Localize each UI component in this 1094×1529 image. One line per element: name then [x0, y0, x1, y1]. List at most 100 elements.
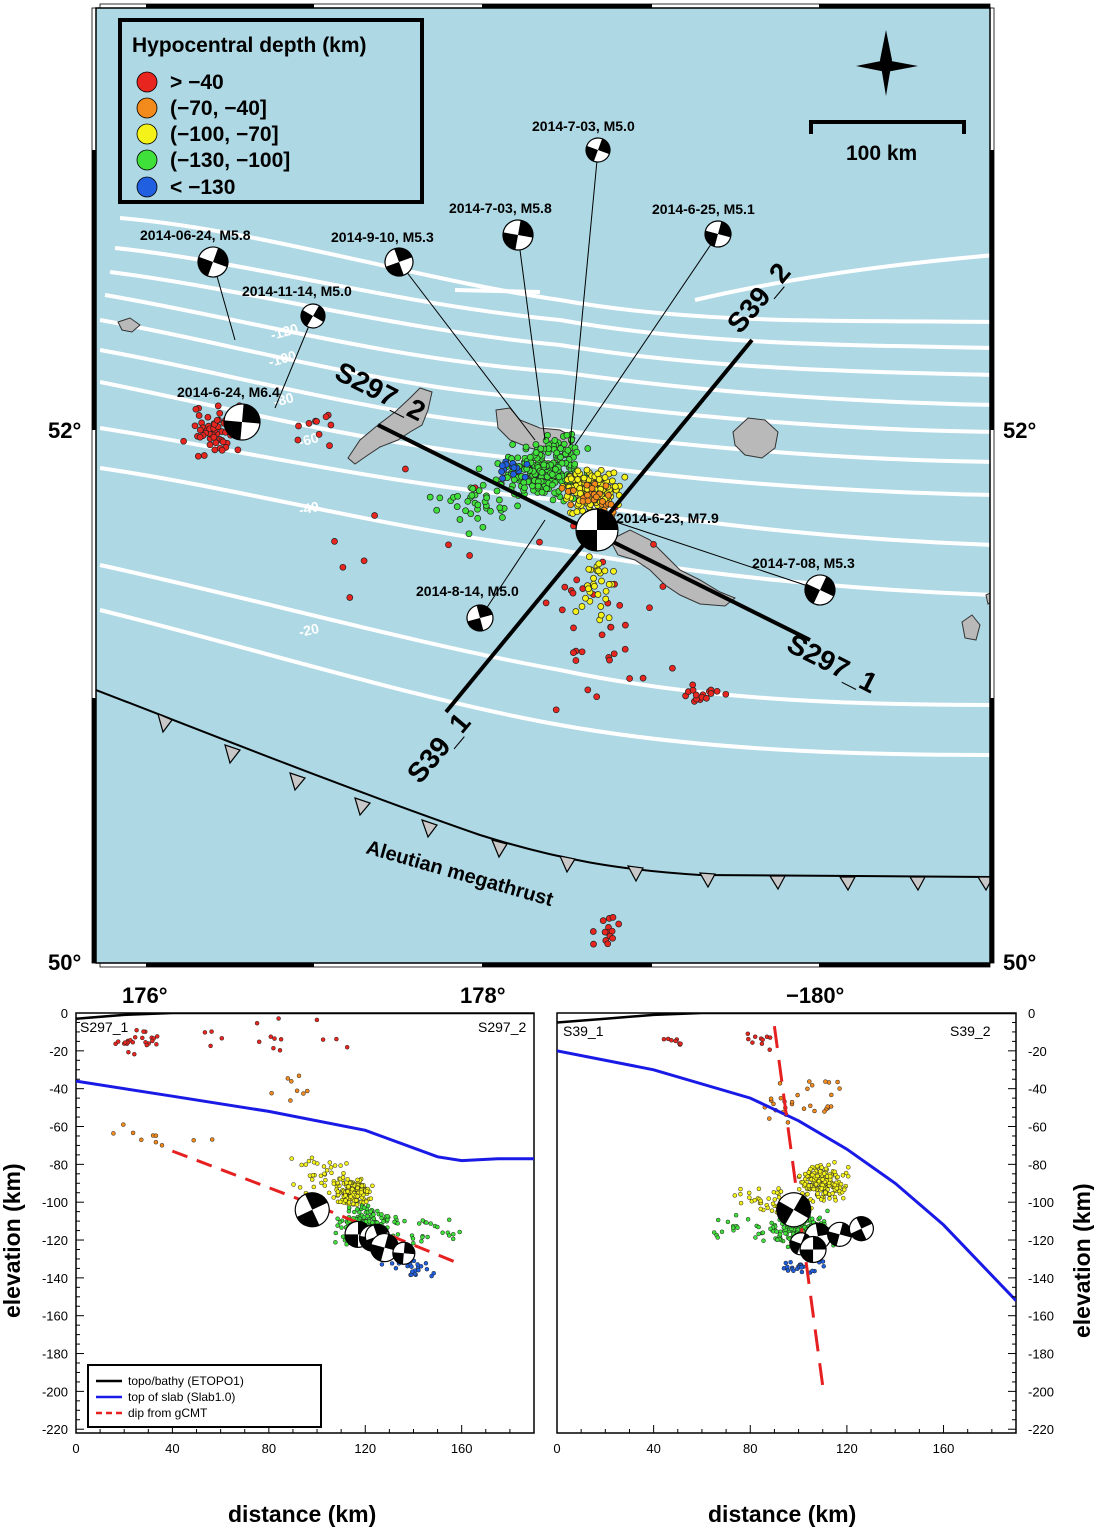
section-hypocenter-dot: [278, 1037, 284, 1042]
x-tick-label: 0: [553, 1441, 560, 1456]
hypocenter-dot: [646, 604, 653, 612]
y-tick-label: -40: [49, 1082, 68, 1097]
hypocenter-dot: [609, 934, 616, 942]
hypocenter-dot: [722, 690, 730, 698]
hypocenter-dot: [499, 514, 506, 521]
hypocenter-dot: [583, 481, 591, 489]
hypocenter-dot: [552, 465, 559, 473]
section-hypocenter-dot: [412, 1271, 418, 1277]
section-hypocenter-dot: [775, 1237, 780, 1243]
section-hypocenter-dot: [783, 1260, 789, 1266]
contour-label: -40: [297, 498, 320, 518]
section-hypocenter-dot: [776, 1194, 782, 1200]
section-hypocenter-dot: [352, 1209, 357, 1215]
y-tick-label: -140: [42, 1271, 68, 1286]
beachball-icon: [502, 219, 534, 251]
section-hypocenter-dot: [820, 1259, 826, 1264]
section-hypocenter-dot: [457, 1229, 462, 1235]
section-hypocenter-dot: [715, 1235, 720, 1240]
section-left-slab: [76, 1079, 534, 1163]
section-hypocenter-dot: [271, 1045, 276, 1051]
section-hypocenter-dot: [350, 1186, 355, 1192]
section-hypocenter-dot: [338, 1163, 343, 1168]
section-hypocenter-dot: [303, 1162, 309, 1167]
section-hypocenter-dot: [309, 1177, 315, 1182]
section-hypocenter-dot: [772, 1197, 778, 1202]
section-hypocenter-dot: [778, 1095, 784, 1101]
section-hypocenter-dot: [765, 1205, 771, 1211]
section-hypocenter-dot: [767, 1047, 772, 1052]
y-tick-label: -80: [49, 1157, 68, 1172]
section-hypocenter-dot: [379, 1212, 384, 1217]
section-hypocenter-dot: [364, 1189, 370, 1194]
depth-legend: Hypocentral depth (km) > −40 (−70, −40] …: [118, 18, 424, 204]
hypocenter-dot: [569, 589, 577, 597]
section-hypocenter-dot: [840, 1173, 846, 1178]
section-hypocenter-dot: [208, 1043, 213, 1049]
section-hypocenter-dot: [785, 1268, 791, 1273]
section-hypocenter-dot: [314, 1017, 320, 1023]
section-hypocenter-dot: [379, 1262, 385, 1267]
hypocenter-dot: [622, 621, 629, 629]
section-hypocenter-dot: [811, 1186, 816, 1192]
section-hypocenter-dot: [256, 1039, 262, 1045]
section-hypocenter-dot: [343, 1198, 348, 1203]
hypocenter-dot: [537, 445, 545, 453]
hypocenter-dot: [532, 449, 540, 456]
section-hypocenter-dot: [846, 1165, 851, 1170]
section-hypocenter-dot: [835, 1174, 840, 1180]
section-hypocenter-dot: [289, 1156, 294, 1161]
section-hypocenter-dot: [815, 1191, 820, 1196]
hypocenter-dot: [573, 508, 581, 516]
hypocenter-dot: [585, 585, 592, 593]
legend-swatch: [136, 123, 158, 145]
section-hypocenter-dot: [783, 1231, 788, 1236]
section-hypocenter-dot: [774, 1190, 780, 1196]
section-hypocenter-dot: [661, 1036, 667, 1042]
hypocenter-dot: [542, 599, 550, 607]
beachball-icon: [466, 604, 494, 632]
section-hypocenter-dot: [758, 1198, 763, 1204]
section-hypocenter-dot: [395, 1232, 401, 1237]
hypocenter-dot: [595, 567, 602, 575]
hypocenter-dot: [606, 656, 613, 664]
hypocenter-dot: [454, 492, 461, 500]
section-hypocenter-dot: [337, 1220, 343, 1225]
event-label: 2014-6-25, M5.1: [652, 201, 755, 217]
hypocenter-dot: [560, 440, 568, 448]
section-hypocenter-dot: [344, 1161, 349, 1166]
section-hypocenter-dot: [202, 1030, 208, 1035]
hypocenter-dot: [570, 487, 577, 494]
hypocenter-dot: [426, 493, 434, 501]
x-tick-label: 120: [354, 1441, 376, 1456]
section-hypocenter-dot: [807, 1079, 812, 1084]
scale-bar-label: 100 km: [846, 142, 917, 165]
hypocenter-dot: [571, 460, 579, 468]
section-hypocenter-dot: [756, 1224, 761, 1230]
hypocenter-dot: [204, 413, 212, 421]
section-hypocenter-dot: [410, 1269, 415, 1274]
section-hypocenter-dot: [368, 1196, 374, 1201]
hypocenter-dot: [493, 487, 501, 495]
hypocenter-dot: [510, 464, 518, 471]
section-hypocenter-dot: [154, 1042, 159, 1047]
hypocenter-dot: [496, 496, 503, 504]
contour-label: -120: [269, 320, 300, 343]
section-hypocenter-dot: [411, 1240, 416, 1246]
x-tick-label: 160: [933, 1441, 955, 1456]
hypocenter-dot: [467, 510, 475, 518]
section-hypocenter-dot: [393, 1265, 399, 1271]
hypocenter-dot: [549, 496, 557, 504]
section-hypocenter-dot: [291, 1182, 296, 1187]
hypocenter-dot: [593, 693, 601, 701]
section-hypocenter-dot: [750, 1040, 755, 1045]
section-hypocenter-dot: [768, 1226, 773, 1232]
hypocenter-dot: [615, 920, 623, 928]
legend-title: Hypocentral depth (km): [132, 34, 367, 57]
hypocenter-dot: [582, 594, 589, 602]
section-hypocenter-dot: [815, 1173, 820, 1179]
section-hypocenter-dot: [141, 1029, 146, 1034]
beachball-icon: [197, 246, 229, 278]
hypocenter-dot: [475, 487, 483, 494]
section-hypocenter-dot: [126, 1049, 131, 1055]
